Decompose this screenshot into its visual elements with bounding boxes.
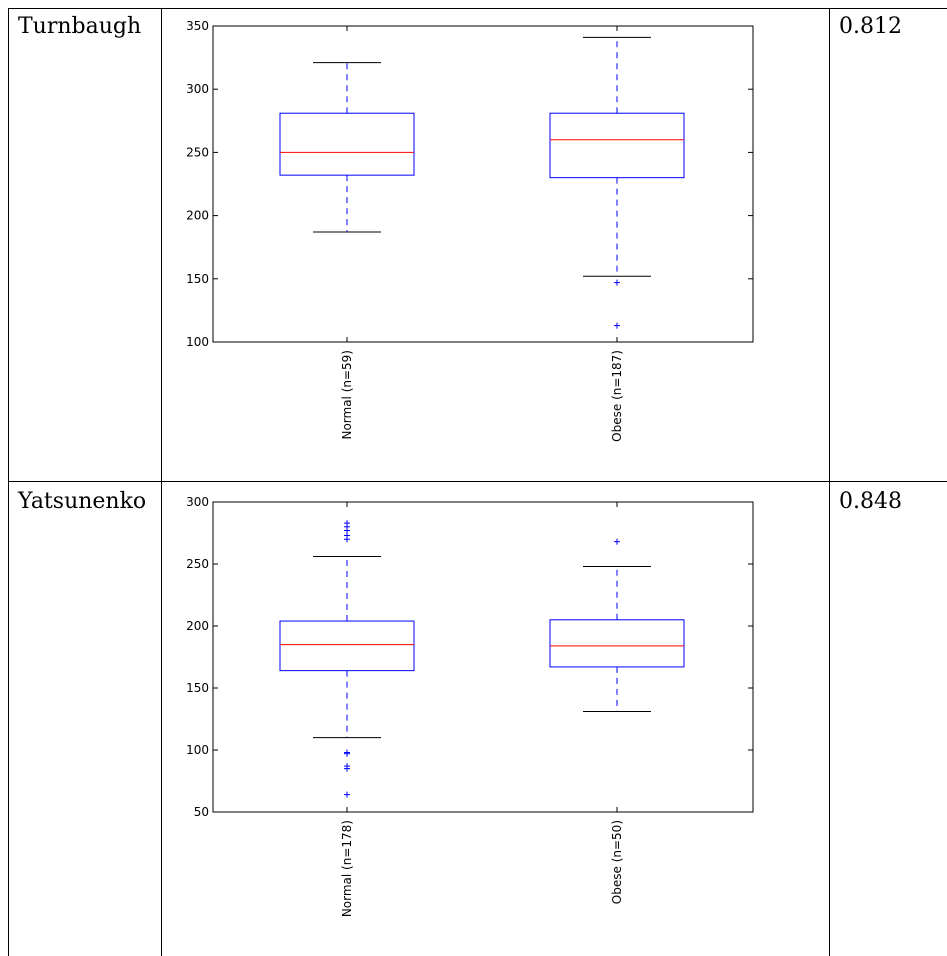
box <box>279 112 415 176</box>
dataset-name-yatsunenko: Yatsunenko <box>18 489 147 514</box>
table-left-border <box>8 8 9 956</box>
y-tick-label: 200 <box>186 209 209 223</box>
boxplot-turnbaugh: 100 150 200 250 300 350 Normal (n=59) Obese (n=… <box>186 19 754 442</box>
plot-frame <box>212 25 754 343</box>
x-category-label: Obese (n=187) <box>610 350 624 442</box>
table-top-border <box>8 8 947 9</box>
box <box>549 619 685 668</box>
y-tick-label: 300 <box>186 82 209 96</box>
score-turnbaugh: 0.812 <box>839 14 902 39</box>
y-tick-label: 150 <box>186 681 209 695</box>
plot-frame <box>212 501 754 813</box>
x-category-label: Normal (n=59) <box>340 350 354 440</box>
y-tick-label: 200 <box>186 619 209 633</box>
box <box>549 112 685 179</box>
x-category-label: Obese (n=50) <box>610 820 624 904</box>
y-tick-label: 100 <box>186 335 209 349</box>
box <box>279 620 415 672</box>
outlier-point <box>614 538 620 545</box>
y-tick-label: 300 <box>186 495 209 509</box>
y-tick-label: 250 <box>186 145 209 159</box>
y-tick-label: 150 <box>186 272 209 286</box>
score-yatsunenko: 0.848 <box>839 489 902 514</box>
outlier-point <box>614 279 620 286</box>
y-tick-label: 50 <box>194 805 209 819</box>
table-col-divider-1 <box>161 8 162 956</box>
outlier-point <box>344 765 350 772</box>
y-tick-label: 350 <box>186 19 209 33</box>
x-category-label: Normal (n=178) <box>340 820 354 917</box>
dataset-name-turnbaugh: Turnbaugh <box>18 14 142 39</box>
y-tick-label: 100 <box>186 743 209 757</box>
table-row-divider <box>8 481 947 482</box>
outlier-point <box>344 750 350 757</box>
outlier-point <box>614 322 620 329</box>
table-col-divider-2 <box>829 8 830 956</box>
y-tick-label: 250 <box>186 557 209 571</box>
outlier-point <box>344 791 350 798</box>
outlier-point <box>344 536 350 543</box>
